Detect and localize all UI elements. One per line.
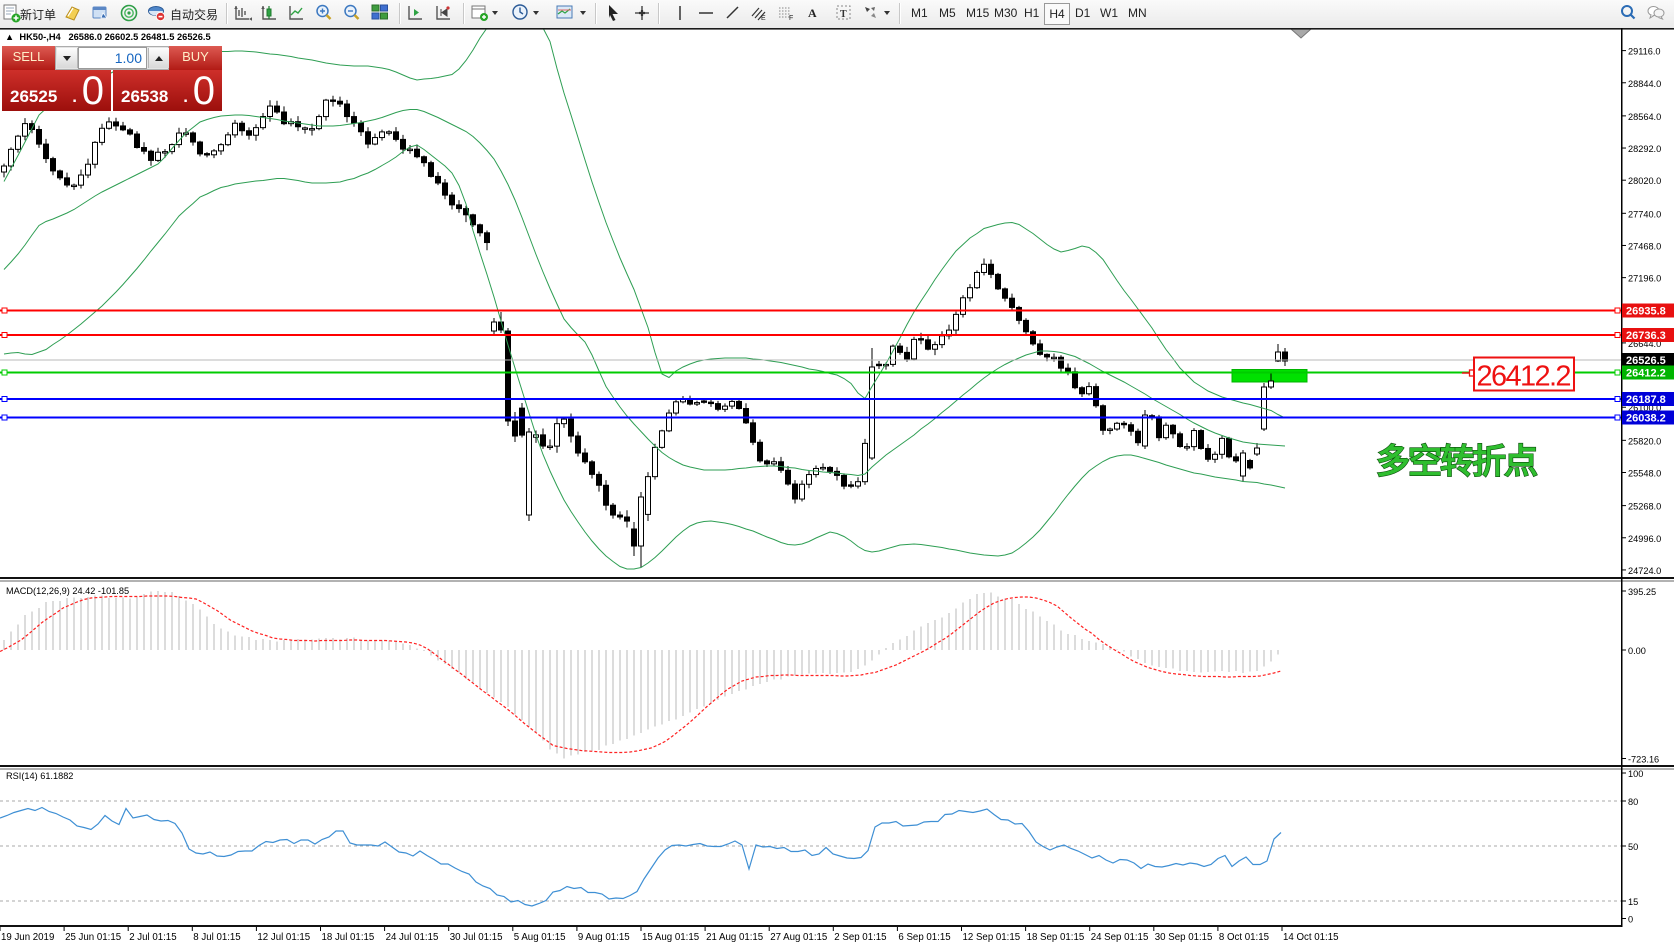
- svg-text:28564.0: 28564.0: [1628, 112, 1661, 122]
- svg-text:MACD(12,26,9) 24.42 -101.85: MACD(12,26,9) 24.42 -101.85: [6, 586, 129, 596]
- svg-text:21 Aug 01:15: 21 Aug 01:15: [706, 932, 763, 943]
- svg-text:0: 0: [1628, 915, 1633, 925]
- svg-text:E: E: [761, 15, 766, 22]
- svg-text:50: 50: [1628, 842, 1638, 852]
- svg-text:24724.0: 24724.0: [1628, 566, 1661, 576]
- svg-text:24996.0: 24996.0: [1628, 534, 1661, 544]
- svg-text:27740.0: 27740.0: [1628, 209, 1661, 219]
- svg-text:多空转折点: 多空转折点: [1376, 443, 1538, 481]
- svg-text:18 Sep 01:15: 18 Sep 01:15: [1027, 932, 1085, 943]
- svg-text:26526.5: 26526.5: [1626, 355, 1666, 367]
- svg-text:6 Sep 01:15: 6 Sep 01:15: [898, 932, 950, 943]
- svg-text:▲ HK50-,H4 26586.0 26602.5: ▲ HK50-,H4 26586.0 26602.5 26481.5 26526…: [5, 32, 211, 42]
- svg-text:F: F: [789, 15, 793, 22]
- svg-text:25548.0: 25548.0: [1628, 468, 1661, 478]
- svg-text:25268.0: 25268.0: [1628, 502, 1661, 512]
- svg-text:28292.0: 28292.0: [1628, 144, 1661, 154]
- svg-text:2 Sep 01:15: 2 Sep 01:15: [834, 932, 886, 943]
- svg-text:26736.3: 26736.3: [1626, 330, 1666, 342]
- svg-text:T: T: [840, 9, 847, 20]
- svg-text:12 Sep 01:15: 12 Sep 01:15: [963, 932, 1021, 943]
- svg-text:5 Aug 01:15: 5 Aug 01:15: [514, 932, 566, 943]
- svg-text:26412.2: 26412.2: [1626, 368, 1666, 380]
- svg-text:395.25: 395.25: [1628, 587, 1656, 597]
- svg-text:29116.0: 29116.0: [1628, 47, 1661, 57]
- svg-text:15 Aug 01:15: 15 Aug 01:15: [642, 932, 699, 943]
- svg-text:12 Jul 01:15: 12 Jul 01:15: [257, 932, 310, 943]
- svg-text:25 Jun 01:15: 25 Jun 01:15: [65, 932, 121, 943]
- svg-text:26935.8: 26935.8: [1626, 306, 1666, 318]
- svg-text:27196.0: 27196.0: [1628, 274, 1661, 284]
- svg-text:26038.2: 26038.2: [1626, 413, 1666, 425]
- svg-text:26412.2: 26412.2: [1477, 361, 1572, 393]
- svg-text:2 Jul 01:15: 2 Jul 01:15: [129, 932, 176, 943]
- svg-text:26100.0: 26100.0: [1628, 403, 1661, 413]
- svg-text:28844.0: 28844.0: [1628, 79, 1661, 89]
- svg-text:80: 80: [1628, 797, 1638, 807]
- svg-text:100: 100: [1628, 769, 1643, 779]
- svg-text:0.00: 0.00: [1628, 646, 1646, 656]
- svg-text:9 Aug 01:15: 9 Aug 01:15: [578, 932, 630, 943]
- svg-text:19 Jun 2019: 19 Jun 2019: [1, 932, 54, 943]
- svg-text:18 Jul 01:15: 18 Jul 01:15: [322, 932, 375, 943]
- svg-text:27468.0: 27468.0: [1628, 241, 1661, 251]
- svg-text:25820.0: 25820.0: [1628, 436, 1661, 446]
- svg-text:30 Sep 01:15: 30 Sep 01:15: [1155, 932, 1213, 943]
- svg-text:-723.16: -723.16: [1628, 755, 1659, 765]
- svg-text:30 Jul 01:15: 30 Jul 01:15: [450, 932, 503, 943]
- svg-text:RSI(14) 61.1882: RSI(14) 61.1882: [6, 771, 73, 781]
- svg-text:24 Sep 01:15: 24 Sep 01:15: [1091, 932, 1149, 943]
- svg-text:8 Jul 01:15: 8 Jul 01:15: [193, 932, 240, 943]
- svg-text:24 Jul 01:15: 24 Jul 01:15: [386, 932, 439, 943]
- svg-text:8 Oct 01:15: 8 Oct 01:15: [1219, 932, 1269, 943]
- svg-text:26187.8: 26187.8: [1626, 394, 1666, 406]
- svg-text:14 Oct 01:15: 14 Oct 01:15: [1283, 932, 1338, 943]
- svg-text:28020.0: 28020.0: [1628, 176, 1661, 186]
- svg-text:26644.0: 26644.0: [1628, 339, 1661, 349]
- svg-text:27 Aug 01:15: 27 Aug 01:15: [770, 932, 827, 943]
- svg-text:15: 15: [1628, 897, 1638, 907]
